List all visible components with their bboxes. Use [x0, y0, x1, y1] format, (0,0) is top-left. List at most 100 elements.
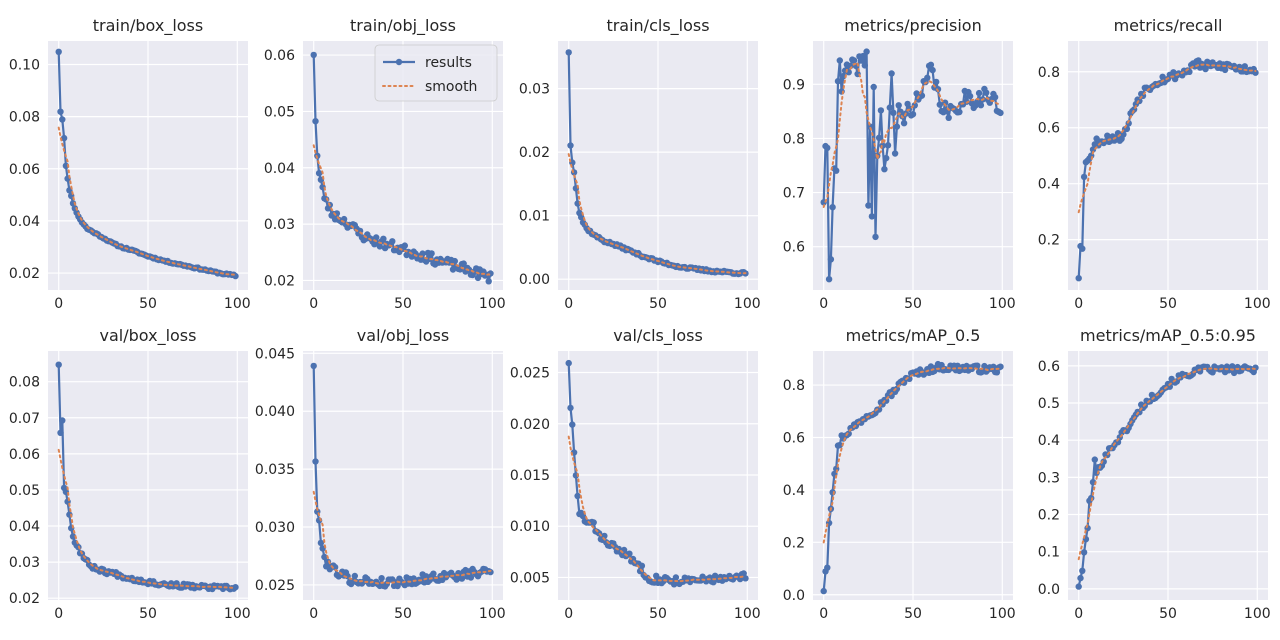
y-tick-label: 0.03	[519, 82, 550, 98]
legend-results-marker	[395, 58, 403, 66]
results-point	[638, 562, 646, 569]
results-point	[861, 62, 868, 69]
results-point	[895, 102, 902, 109]
results-point	[672, 574, 680, 581]
y-tick-label: 0.05	[264, 104, 295, 120]
results-point	[59, 417, 66, 424]
x-tick-label: 0	[309, 606, 318, 622]
panel-5: metrics/recall 0 50 100 0.2 0.4 0.6 0.8	[1038, 16, 1271, 312]
results-point	[870, 83, 877, 91]
y-tick-label: 0.040	[255, 404, 295, 420]
results-point	[833, 167, 840, 174]
results-point	[57, 108, 64, 115]
results-point	[859, 52, 867, 60]
results-point	[974, 362, 981, 369]
results-point	[1104, 132, 1111, 139]
x-tick-label: 50	[649, 296, 667, 312]
results-point	[378, 575, 385, 582]
results-point	[877, 107, 885, 114]
y-tick-label: 0.01	[519, 209, 550, 225]
results-point	[310, 51, 317, 59]
smooth-series-line	[567, 435, 747, 583]
results-point	[927, 363, 935, 370]
y-tick-label: 0.0	[783, 588, 805, 604]
results-point	[825, 276, 833, 283]
smooth-series-line	[1077, 63, 1257, 214]
y-tick-label: 0.00	[519, 272, 550, 288]
y-tick-label: 0.04	[264, 161, 295, 177]
smooth-series-line	[822, 60, 1002, 208]
y-tick-label: 0.2	[1038, 233, 1060, 249]
x-tick-label: 50	[139, 296, 157, 312]
panel-title: val/cls_loss	[613, 326, 703, 346]
smooth-series-line	[312, 144, 492, 277]
x-tick-label: 50	[394, 296, 412, 312]
results-point	[55, 361, 62, 368]
y-tick-label: 0.08	[9, 110, 40, 126]
results-point	[401, 242, 408, 249]
y-tick-label: 0.020	[510, 417, 550, 433]
results-point	[829, 204, 836, 211]
x-tick-label: 0	[819, 606, 828, 622]
results-point	[742, 575, 749, 582]
y-tick-label: 0.7	[783, 186, 805, 202]
results-point	[740, 570, 747, 577]
y-tick-label: 0.4	[1038, 177, 1060, 193]
x-tick-label: 50	[394, 606, 412, 622]
y-tick-label: 0.8	[1038, 65, 1060, 81]
results-point	[945, 114, 952, 122]
x-tick-label: 0	[309, 296, 318, 312]
results-point	[872, 233, 879, 241]
results-point	[1077, 574, 1084, 582]
results-point	[909, 111, 917, 118]
results-point	[1091, 456, 1099, 463]
results-point	[394, 582, 401, 590]
results-point	[565, 49, 572, 56]
y-tick-label: 0.4	[1038, 433, 1060, 449]
x-tick-label: 0	[1074, 296, 1083, 312]
y-tick-label: 0.02	[9, 266, 40, 282]
results-point	[1252, 69, 1259, 76]
results-point	[69, 533, 77, 540]
x-tick-label: 100	[734, 296, 761, 312]
x-tick-label: 100	[1244, 606, 1271, 622]
panel-1: train/box_loss 0 50 100 0.02 0.04 0.06 0.08 0.10	[9, 16, 251, 312]
results-point	[891, 150, 899, 157]
legend: results smooth	[374, 44, 498, 102]
results-point	[376, 243, 383, 250]
results-point	[1075, 275, 1082, 282]
results-point	[890, 109, 897, 117]
results-point	[567, 142, 574, 149]
legend-results-label: results	[425, 55, 472, 71]
results-point	[312, 118, 319, 125]
results-point	[836, 57, 843, 64]
y-tick-label: 0.03	[264, 217, 295, 233]
results-point	[924, 74, 931, 82]
smooth-series-line	[822, 366, 1002, 544]
y-tick-label: 0.4	[783, 483, 805, 499]
y-tick-label: 0.2	[1038, 508, 1060, 524]
y-tick-label: 0.025	[255, 578, 295, 594]
results-point	[565, 359, 572, 367]
panel-8: val/cls_loss 0 50 100 0.005 0.010 0.015 0.020 0.…	[510, 326, 761, 622]
x-tick-label: 50	[1159, 606, 1177, 622]
y-tick-label: 0.8	[783, 378, 805, 394]
results-point	[323, 196, 330, 203]
results-point	[977, 102, 985, 109]
results-point	[451, 257, 458, 265]
results-point	[574, 492, 581, 500]
panel-title: val/obj_loss	[357, 326, 449, 346]
results-point	[458, 575, 466, 582]
y-tick-label: 0.05	[9, 483, 40, 499]
y-tick-label: 0.6	[1038, 121, 1060, 137]
results-point	[875, 406, 883, 413]
panel-title: metrics/precision	[844, 16, 981, 35]
y-tick-label: 0.6	[783, 240, 805, 256]
smooth-series-line	[312, 490, 492, 585]
y-tick-label: 0.02	[519, 145, 550, 161]
y-tick-label: 0.03	[9, 555, 40, 571]
results-point	[567, 404, 574, 412]
y-tick-label: 0.04	[9, 214, 40, 230]
panel-2: train/obj_loss 0 50 100 0.02 0.03 0.04 0.05 0.06…	[264, 16, 506, 312]
